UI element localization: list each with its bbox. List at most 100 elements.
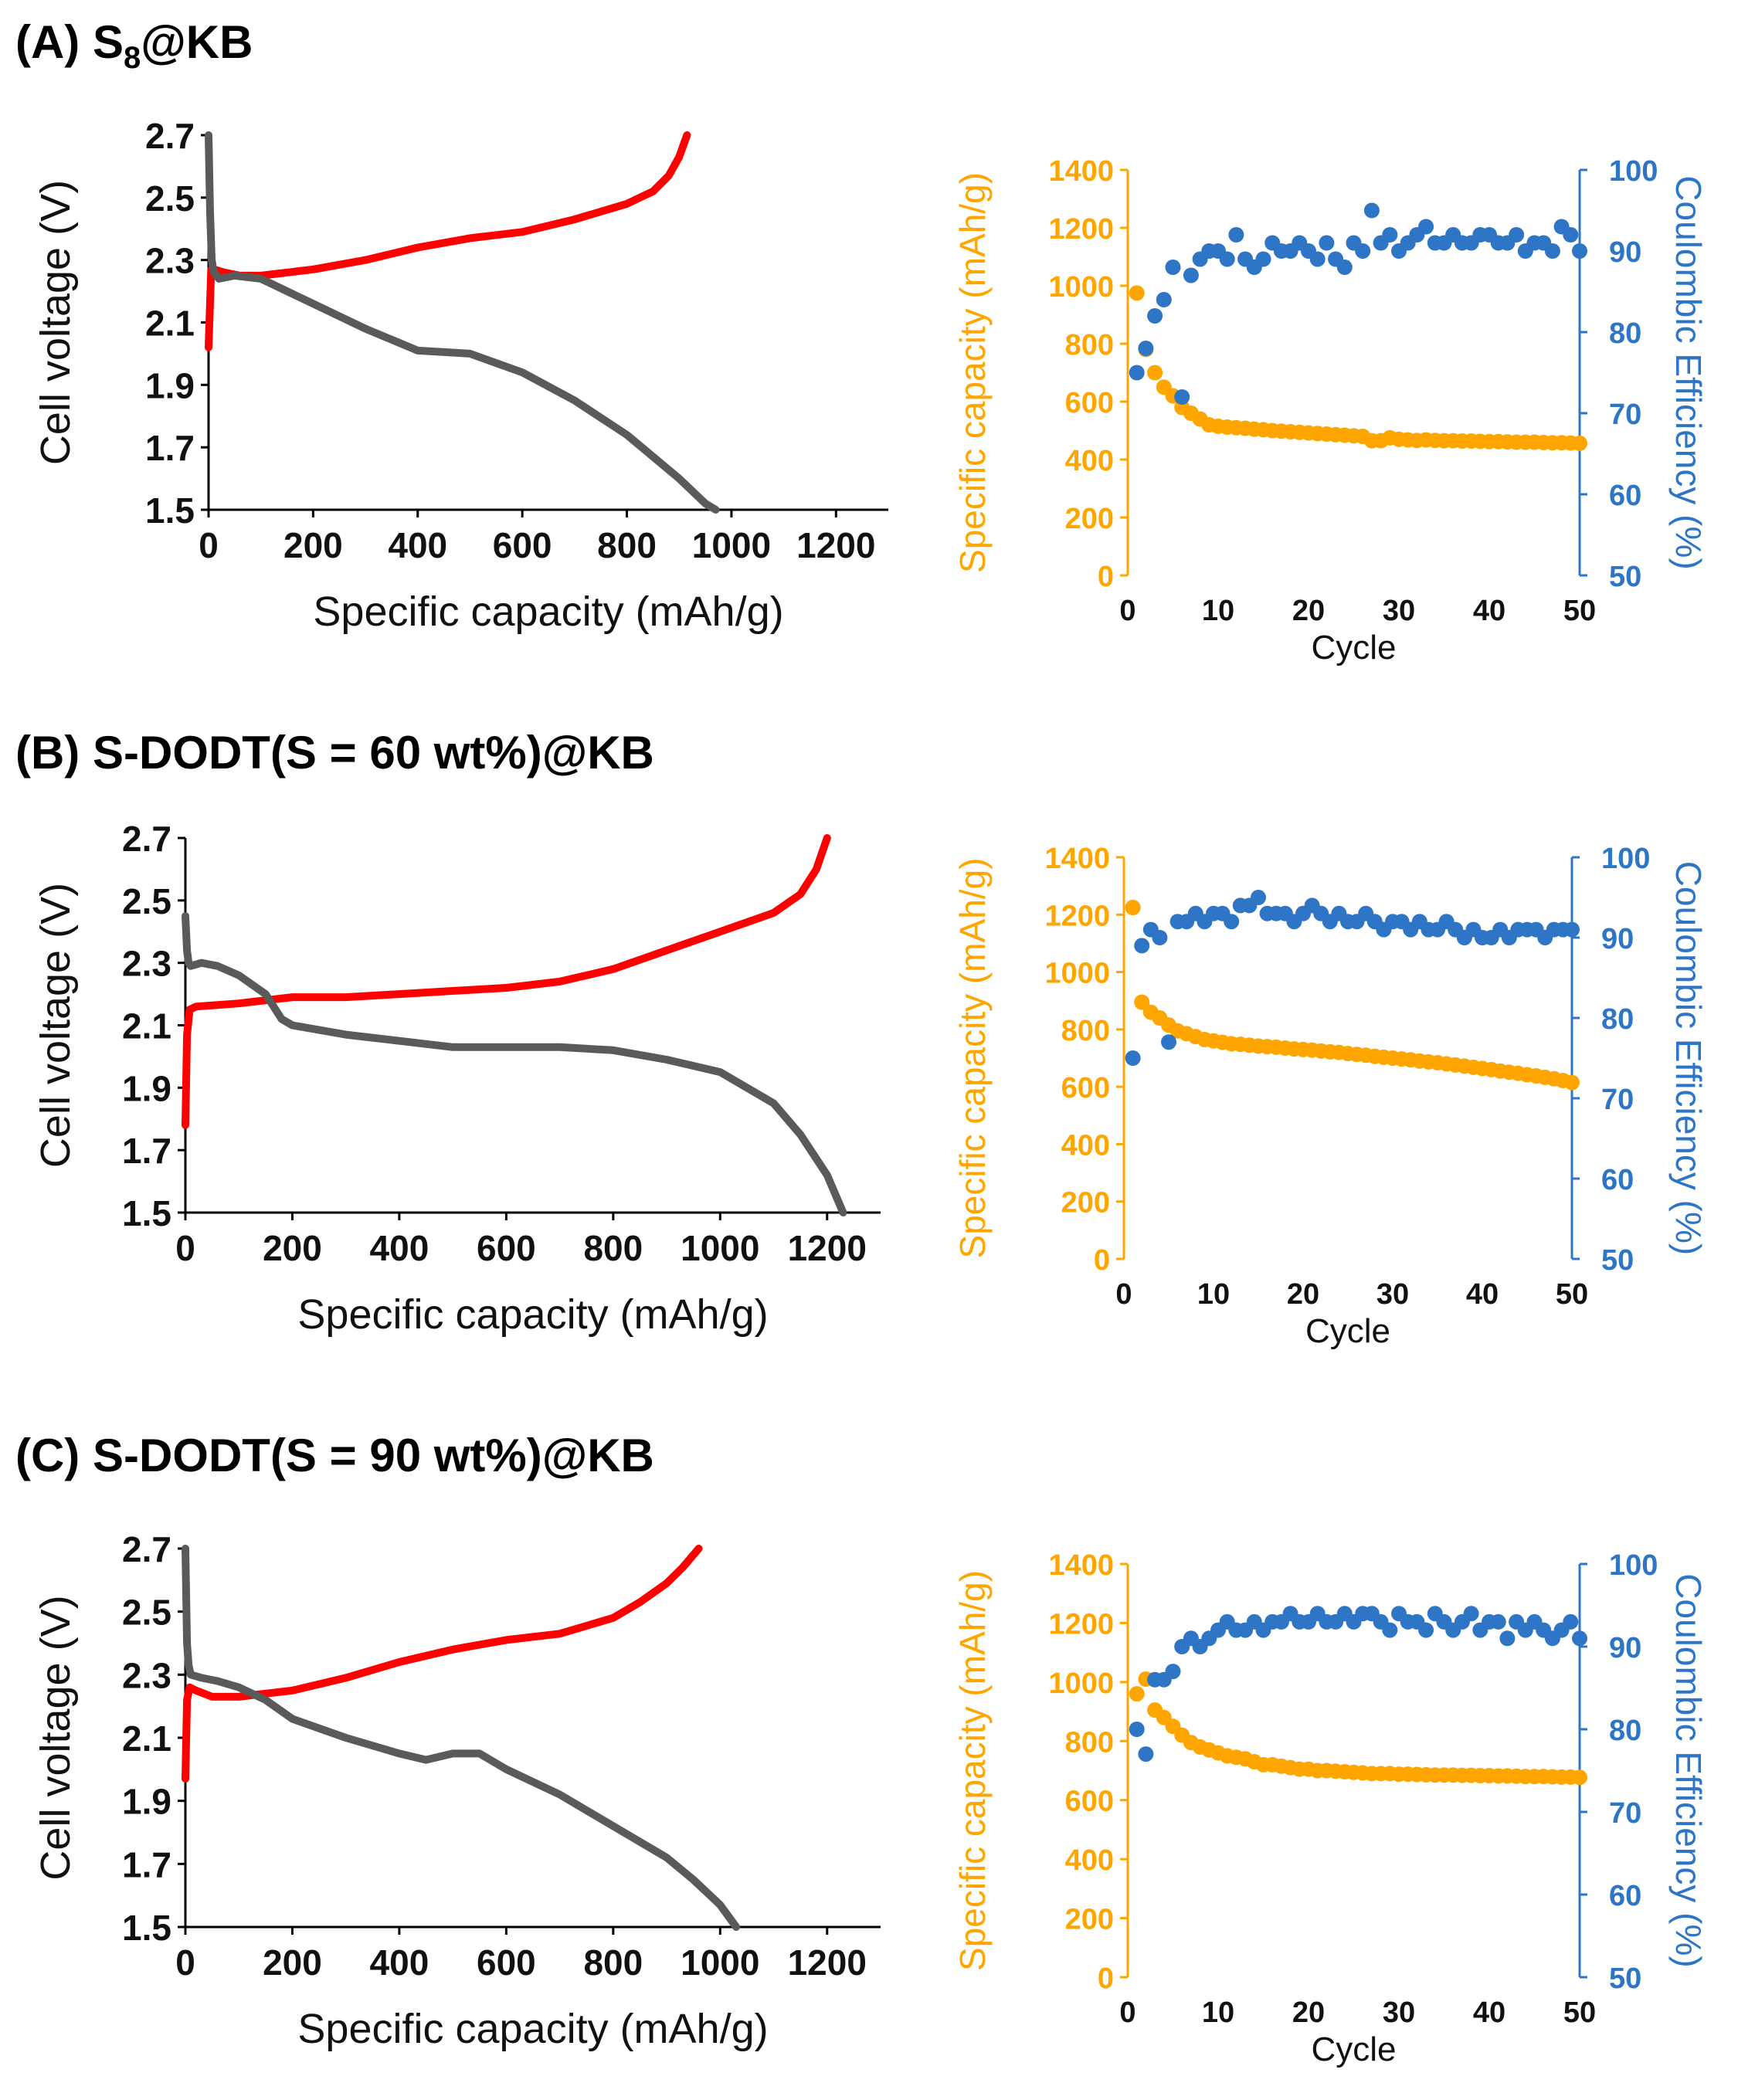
x-tick-label: 50 [1563,595,1596,627]
x-axis-title: Cycle [1305,1312,1390,1350]
panel-b-title: (B) S-DODT(S = 60 wt%)@KB [15,726,654,779]
x-tick-label: 40 [1466,1278,1499,1311]
right-tick-label: 100 [1609,1549,1658,1582]
x-tick-label: 1000 [681,1942,759,1983]
x-axis-title: Cycle [1311,629,1396,667]
x-tick-label: 0 [199,525,219,565]
left-tick-label: 1000 [1048,271,1114,304]
efficiency-point [1509,227,1525,243]
left-tick-label: 800 [1065,1726,1114,1759]
right-tick-label: 50 [1601,1244,1634,1277]
y-tick-label: 2.5 [122,881,171,921]
left-tick-label: 1200 [1048,213,1114,246]
capacity-point [1134,994,1150,1010]
efficiency-point [1138,341,1154,356]
y-tick-label: 1.7 [145,428,195,468]
efficiency-point [1418,219,1434,235]
capacity-point [1125,900,1141,915]
efficiency-point [1382,227,1398,243]
right-axis-title: Coulombic Efficiency (%) [1668,175,1709,569]
right-tick-label: 50 [1609,561,1641,593]
x-tick-label: 200 [263,1228,322,1268]
efficiency-point [1161,1034,1176,1050]
x-tick-label: 50 [1556,1278,1588,1311]
left-tick-label: 400 [1061,1129,1110,1162]
x-tick-label: 40 [1473,1997,1505,2029]
right-tick-label: 90 [1609,1632,1641,1664]
y-axis-title: Cell voltage (V) [32,180,79,465]
left-tick-label: 0 [1098,561,1114,593]
discharge-curve [182,1545,741,1931]
right-tick-label: 100 [1601,843,1650,875]
efficiency-point [1544,243,1560,259]
y-tick-label: 1.7 [122,1844,171,1885]
efficiency-point [1228,227,1244,243]
efficiency-point [1309,251,1326,267]
right-tick-label: 100 [1609,155,1658,188]
left-tick-label: 600 [1065,1786,1114,1818]
discharge-curve [205,131,720,514]
x-tick-label: 30 [1376,1278,1409,1311]
panel-a-title-suffix: @KB [141,16,253,68]
y-axis-title: Cell voltage (V) [32,1595,79,1880]
y-tick-label: 1.5 [145,490,195,531]
y-tick-label: 2.3 [145,241,195,281]
efficiency-point [1156,292,1172,307]
y-tick-label: 1.9 [145,365,195,405]
right-tick-label: 60 [1601,1164,1634,1196]
x-tick-label: 20 [1292,595,1325,627]
right-tick-label: 70 [1601,1084,1634,1116]
panel-c-voltage-chart: 1.5 1.7 1.9 2.1 2.3 2.5 2.7 0 200 400 600 800 1000 12… [32,1529,881,2052]
right-axis-title: Coulombic Efficiency (%) [1668,861,1709,1255]
x-tick-label: 40 [1473,595,1505,627]
panel-a-title: (A) S8@KB [15,15,253,76]
left-tick-label: 400 [1065,445,1114,477]
y-tick-label: 2.1 [122,1718,171,1759]
panel-a-title-prefix: (A) S [15,16,124,68]
panel-a-voltage-chart: 1.5 1.7 1.9 2.1 2.3 2.5 2.7 0 200 400 600 800 1000 12… [32,116,888,635]
capacity-point [1572,436,1587,451]
left-tick-label: 0 [1098,1963,1114,1995]
left-tick-label: 200 [1065,1904,1114,1936]
x-tick-label: 600 [493,525,552,565]
left-tick-label: 1000 [1048,1667,1114,1700]
x-axis-title: Specific capacity (mAh/g) [313,589,783,635]
x-tick-label: 1200 [788,1942,867,1983]
y-tick-label: 2.7 [122,1529,171,1569]
right-tick-label: 60 [1609,1880,1641,1912]
efficiency-point [1255,251,1271,267]
x-tick-label: 0 [175,1942,195,1983]
right-tick-label: 80 [1609,1715,1641,1747]
x-tick-label: 30 [1383,595,1415,627]
panel-c-title-text: (C) S-DODT(S = 90 wt%)@KB [15,1430,654,1481]
x-tick-label: 20 [1287,1278,1319,1311]
x-tick-label: 50 [1563,1997,1596,2029]
capacity-point [1147,365,1163,381]
efficiency-point [1382,1622,1398,1638]
charge-curve [182,1545,703,1783]
left-tick-label: 1200 [1048,1608,1114,1640]
right-tick-label: 80 [1609,317,1641,350]
efficiency-point [1336,260,1353,275]
left-tick-label: 400 [1065,1844,1114,1877]
right-tick-label: 90 [1609,236,1641,269]
right-tick-label: 90 [1601,923,1634,955]
left-tick-label: 1400 [1044,843,1110,875]
efficiency-point [1463,1606,1479,1622]
right-axis-title: Coulombic Efficiency (%) [1668,1573,1709,1967]
x-tick-label: 1200 [788,1228,867,1268]
y-tick-label: 2.3 [122,1655,171,1695]
x-axis-title: Specific capacity (mAh/g) [297,1291,768,1338]
efficiency-point [1563,227,1579,243]
x-tick-label: 0 [1115,1278,1132,1311]
y-tick-label: 2.5 [122,1593,171,1633]
y-tick-label: 2.1 [145,304,195,344]
efficiency-point [1499,1630,1516,1647]
left-tick-label: 800 [1061,1015,1110,1047]
x-tick-label: 200 [283,525,343,565]
efficiency-point [1564,921,1580,938]
left-tick-label: 0 [1094,1244,1110,1277]
